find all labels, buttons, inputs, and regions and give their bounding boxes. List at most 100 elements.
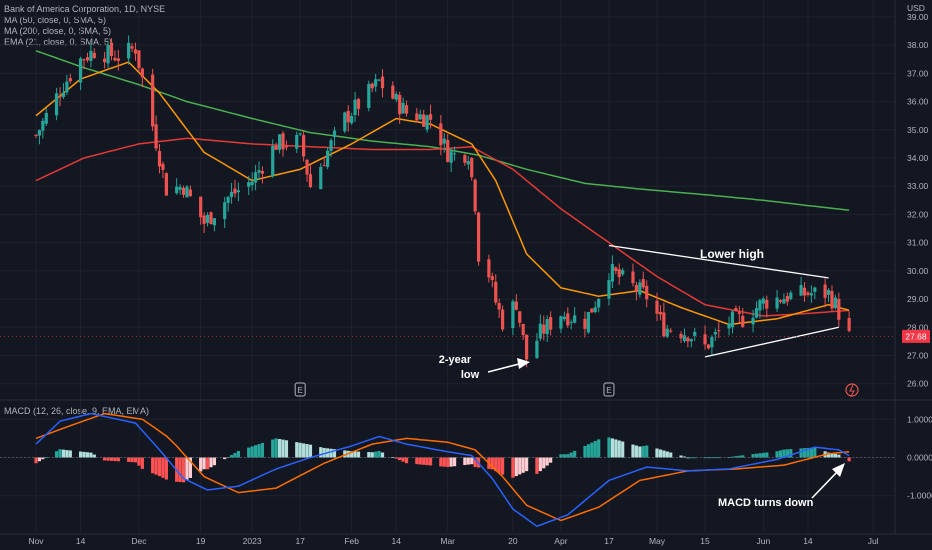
candle-body	[61, 92, 66, 98]
candle-body	[737, 312, 741, 314]
candles	[34, 35, 851, 368]
candle-body	[164, 173, 168, 196]
time-tick-label: Mar	[440, 536, 455, 546]
price-tick-label: 33.00	[907, 181, 929, 191]
macd-histogram-bar	[61, 449, 66, 458]
candle-body	[641, 279, 645, 288]
macd-histogram-bar	[669, 452, 673, 458]
macd-histogram-bar	[209, 457, 213, 468]
candle-body	[398, 94, 402, 115]
macd-histogram-bar	[494, 457, 498, 472]
indicator-legend: Bank of America Corporation, 1D, NYSE MA…	[4, 4, 165, 48]
two-year-low-label: low	[461, 369, 480, 381]
macd-histogram-bar	[229, 455, 234, 458]
candle-body	[257, 170, 261, 173]
macd-histogram-bar	[154, 457, 158, 475]
macd-histogram-bar	[446, 457, 450, 468]
macd-histogram-bar	[655, 448, 659, 458]
macd-histogram-bar	[85, 452, 90, 458]
macd-histogram-bar	[271, 439, 275, 458]
macd-histogram-bar	[610, 438, 614, 458]
candle-body	[785, 295, 789, 302]
candle-body	[682, 335, 687, 342]
macd-histogram-bar	[525, 457, 529, 472]
macd-histogram-bar	[284, 440, 289, 458]
lightning-icon	[845, 383, 859, 397]
macd-histogram-bar	[682, 456, 687, 458]
candle-body	[823, 284, 827, 298]
macd-histogram-bar	[116, 457, 120, 462]
arrow-shaft	[811, 470, 839, 499]
candle-body	[645, 285, 649, 300]
macd-histogram-bar	[799, 448, 803, 458]
candle-body	[236, 190, 241, 193]
macd-histogram-bar	[717, 457, 721, 459]
macd-histogram-bar	[199, 457, 203, 472]
ma200-legend[interactable]: MA (200, close, 0, SMA, 5)	[4, 26, 112, 36]
candle-body	[569, 321, 573, 323]
candle-body	[487, 259, 491, 278]
lightning-icon	[849, 384, 855, 397]
macd-histogram-bar	[109, 457, 114, 461]
trendline	[704, 326, 839, 358]
candle-body	[559, 316, 563, 329]
candle-body	[806, 292, 810, 295]
macd-histogram-bar	[501, 457, 505, 475]
candle-body	[758, 300, 762, 311]
candle-body	[566, 313, 570, 326]
candle-body	[329, 140, 333, 151]
macd-histogram-bar	[734, 456, 738, 458]
time-tick-label: Apr	[554, 536, 567, 546]
candle-body	[809, 293, 813, 296]
macd-histogram-bar	[343, 450, 347, 458]
ma50-legend[interactable]: MA (50, close, 0, SMA, 5)	[4, 15, 107, 25]
macd-histogram-bar	[257, 444, 261, 458]
macd-tick-label: 1.0000	[907, 414, 932, 424]
macd-histogram-bar	[785, 449, 789, 458]
macd-histogram-bar	[250, 446, 254, 458]
candle-body	[583, 318, 587, 329]
macd-histogram-bar	[538, 457, 542, 472]
candle-body	[521, 323, 525, 336]
arrow-shaft	[487, 363, 520, 373]
candle-body	[367, 83, 371, 109]
candle-body	[425, 115, 429, 130]
macd-histogram-bar	[58, 449, 62, 458]
macd-histogram-bar	[778, 450, 783, 458]
symbol-title[interactable]: Bank of America Corporation, 1D, NYSE	[4, 4, 166, 14]
macd-histogram-bar	[277, 439, 282, 458]
ema21-legend[interactable]: EMA (21, close, 0, SMA, 5)	[4, 37, 113, 47]
candle-body	[562, 316, 566, 320]
candle-body	[525, 334, 529, 360]
macd-tick-label: 0.0000	[907, 452, 932, 462]
earnings-marker-label: E	[298, 386, 303, 395]
candle-body	[418, 114, 422, 120]
candle-body	[761, 298, 765, 304]
candle-body	[782, 299, 786, 304]
candle-body	[476, 212, 481, 262]
macd-histogram-bar	[377, 450, 381, 458]
candle-body	[497, 303, 501, 310]
time-tick-label: 14	[392, 536, 402, 546]
macd-histogram-bar	[449, 457, 453, 467]
macd-histogram-bar	[332, 449, 337, 458]
candle-body	[377, 79, 381, 81]
macd-histogram-bar	[597, 439, 601, 458]
macd-histogram-bar	[394, 457, 398, 459]
macd-histogram-bar	[367, 452, 371, 458]
candle-body	[175, 186, 179, 194]
lower-high-label: Lower high	[700, 247, 764, 261]
macd-histogram-bar	[305, 444, 309, 458]
macd-histogram-bar	[82, 451, 86, 458]
macd-histogram-bar	[140, 457, 144, 469]
candle-body	[157, 150, 162, 167]
macd-histogram-bar	[473, 457, 477, 468]
candle-body	[250, 181, 254, 186]
candle-body	[319, 166, 323, 190]
macd-legend[interactable]: MACD (12, 26, close, 9, EMA, EMA)	[4, 406, 150, 416]
macd-histogram-bar	[542, 457, 546, 469]
candle-body	[665, 328, 669, 337]
macd-histogram-bar	[65, 450, 69, 458]
price-tick-label: 32.00	[907, 209, 929, 219]
